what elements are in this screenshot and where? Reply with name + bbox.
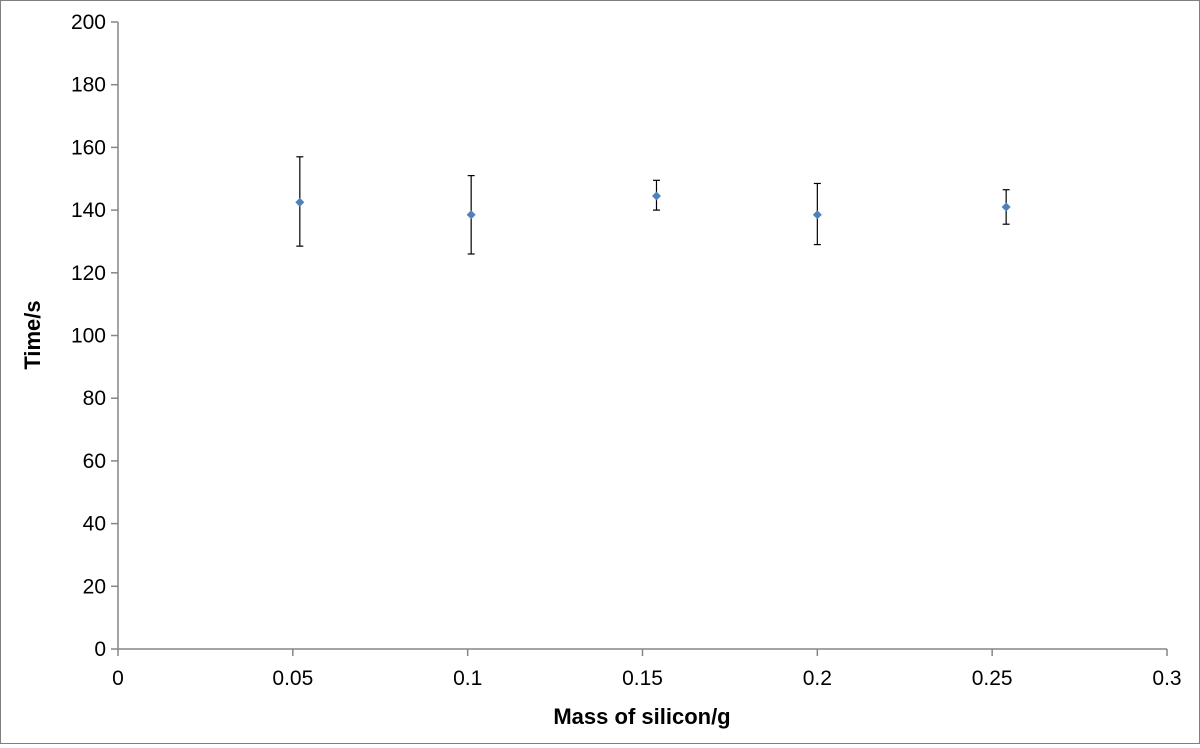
y-tick-label: 80	[83, 387, 106, 410]
data-point-marker	[651, 191, 661, 201]
data-point-marker	[295, 197, 305, 207]
x-tick-label: 0	[112, 667, 124, 690]
y-axis-title: Time/s	[20, 300, 45, 369]
x-tick-label: 0.3	[1152, 667, 1181, 690]
y-tick-label: 60	[83, 450, 106, 473]
y-tick-label: 200	[71, 11, 106, 34]
x-tick-label: 0.15	[622, 667, 663, 690]
y-tick-label: 140	[71, 199, 106, 222]
x-axis-title: Mass of silicon/g	[553, 704, 730, 729]
data-points	[295, 191, 1011, 220]
x-axis-ticks: 0 0.05 0.1 0.15 0.2 0.25 0.3	[112, 649, 1182, 690]
y-tick-label: 160	[71, 136, 106, 159]
x-tick-label: 0.2	[803, 667, 832, 690]
y-tick-label: 100	[71, 325, 106, 348]
y-tick-label: 0	[94, 638, 106, 661]
data-point-marker	[812, 210, 822, 220]
axes	[117, 22, 1167, 650]
y-tick-label: 40	[83, 513, 106, 536]
error-bars	[296, 156, 1010, 255]
x-tick-label: 0.25	[972, 667, 1013, 690]
y-tick-label: 20	[83, 575, 106, 598]
x-tick-label: 0.05	[272, 667, 313, 690]
data-point-marker	[1001, 202, 1011, 212]
data-point-marker	[466, 210, 476, 220]
y-tick-label: 180	[71, 74, 106, 97]
y-tick-label: 120	[71, 262, 106, 285]
x-tick-label: 0.1	[453, 667, 482, 690]
y-axis-ticks: 0 20 40 60 80 100 120 140 160 180 200	[71, 11, 118, 661]
